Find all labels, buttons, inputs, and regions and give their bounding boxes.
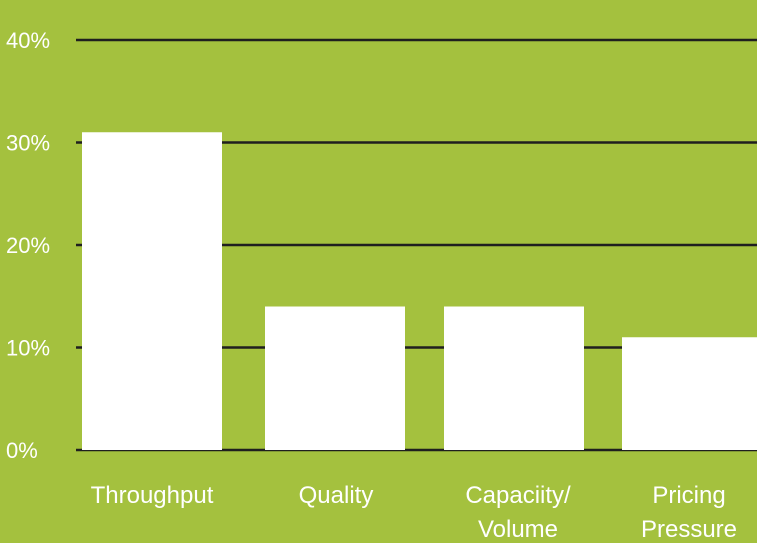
x-category-label: Capaciity/ [465, 482, 571, 509]
bar [82, 132, 222, 450]
bar [265, 307, 405, 451]
x-category-label: Throughput [91, 482, 214, 509]
y-tick-label: 0% [6, 438, 38, 463]
y-tick-label: 40% [6, 28, 50, 53]
x-category-label: Volume [478, 516, 558, 543]
y-tick-label: 10% [6, 336, 50, 361]
bar [444, 307, 584, 451]
y-tick-label: 30% [6, 131, 50, 156]
bars [82, 132, 757, 450]
bar [622, 337, 757, 450]
y-axis-tick-labels: 0% 10% 20% 30% 40% [6, 28, 50, 463]
x-category-label: Pressure [641, 516, 737, 543]
x-category-label: Quality [299, 482, 374, 509]
x-axis-category-labels: Throughput Quality Capaciity/Volume Pricing… [91, 482, 737, 543]
y-tick-label: 20% [6, 233, 50, 258]
x-category-label: Pricing [652, 482, 725, 509]
